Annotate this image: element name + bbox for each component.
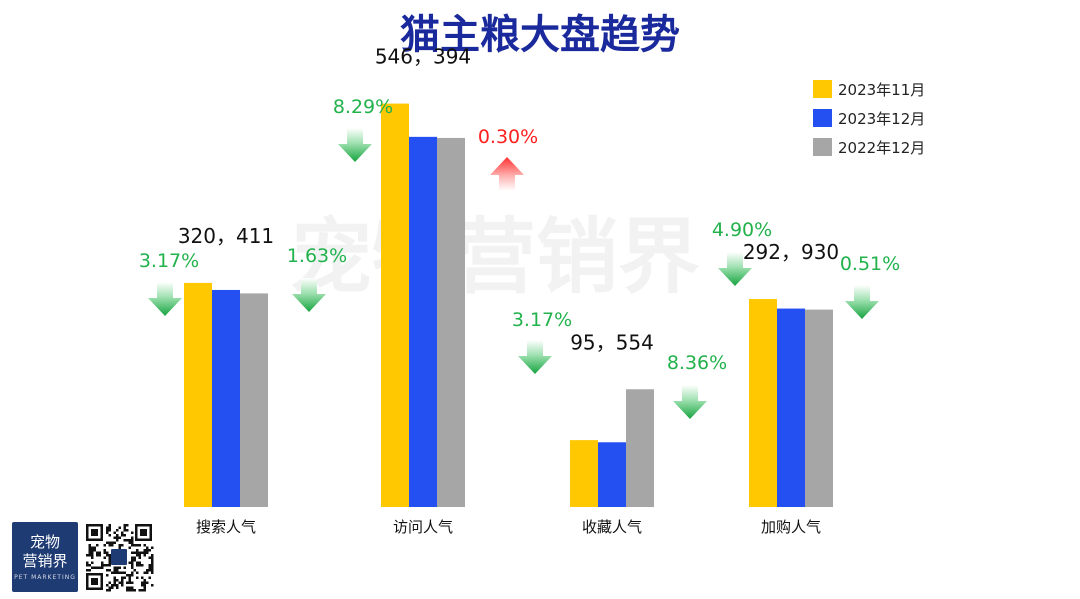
bars-group — [184, 103, 833, 507]
percent-label: 4.90% — [712, 219, 772, 241]
percent-label: 8.36% — [667, 352, 727, 374]
arrow-down-icon — [673, 385, 707, 419]
legend: 2023年11月 2023年12月 2022年12月 — [813, 80, 925, 157]
bar — [805, 309, 833, 507]
bar — [381, 103, 409, 507]
watermark: 宠物营销界 — [290, 210, 700, 305]
logo-subtext: PET MARKETING — [14, 573, 76, 581]
value-label: 546，394 — [375, 45, 471, 69]
bar — [626, 389, 654, 507]
bar — [184, 282, 212, 507]
percent-label: 8.29% — [333, 96, 393, 118]
legend-label: 2023年11月 — [838, 81, 925, 99]
category-label: 搜索人气 — [196, 518, 256, 536]
arrow-up-icon — [490, 157, 524, 191]
bar — [598, 442, 626, 507]
bar — [749, 299, 777, 507]
annotations-group: 3.17% 1.63% 8.29% 0.30% 3.17% 8.36% 4.90% 0.51% — [139, 96, 900, 419]
bar — [409, 136, 437, 507]
percent-label: 3.17% — [139, 250, 199, 272]
logo-line-1: 宠物 — [29, 532, 60, 551]
arrow-down-icon — [292, 278, 326, 312]
percent-label: 0.51% — [840, 253, 900, 275]
qr-code-icon — [84, 522, 154, 592]
legend-swatch — [813, 109, 832, 127]
category-labels-group: 搜索人气 访问人气 收藏人气 加购人气 — [196, 518, 821, 536]
value-label: 320，411 — [178, 224, 274, 248]
arrow-down-icon — [845, 285, 879, 319]
value-labels-group: 320，411 546，394 95，554 292，930 — [178, 45, 839, 355]
legend-swatch — [813, 138, 832, 156]
percent-label: 1.63% — [287, 245, 347, 267]
logo-line-2: 营销界 — [22, 551, 68, 570]
bar — [437, 137, 465, 507]
bar — [777, 308, 805, 507]
value-label: 95，554 — [570, 330, 654, 354]
arrow-down-icon — [718, 252, 752, 286]
value-label: 292，930 — [743, 240, 839, 264]
percent-label: 3.17% — [512, 309, 572, 331]
arrow-down-icon — [148, 282, 182, 316]
arrow-down-icon — [338, 128, 372, 162]
arrow-down-icon — [518, 340, 552, 374]
category-label: 加购人气 — [761, 518, 821, 536]
percent-label: 0.30% — [478, 126, 538, 148]
brand-logo: 宠物 营销界 PET MARKETING — [12, 522, 78, 592]
bar — [570, 440, 598, 507]
category-label: 访问人气 — [393, 518, 453, 536]
bar — [240, 293, 268, 507]
legend-label: 2022年12月 — [838, 139, 925, 157]
category-label: 收藏人气 — [582, 518, 642, 536]
legend-swatch — [813, 80, 832, 98]
bar — [212, 289, 240, 507]
legend-label: 2023年12月 — [838, 110, 925, 128]
chart-title: 猫主粮大盘趋势 — [400, 12, 680, 58]
